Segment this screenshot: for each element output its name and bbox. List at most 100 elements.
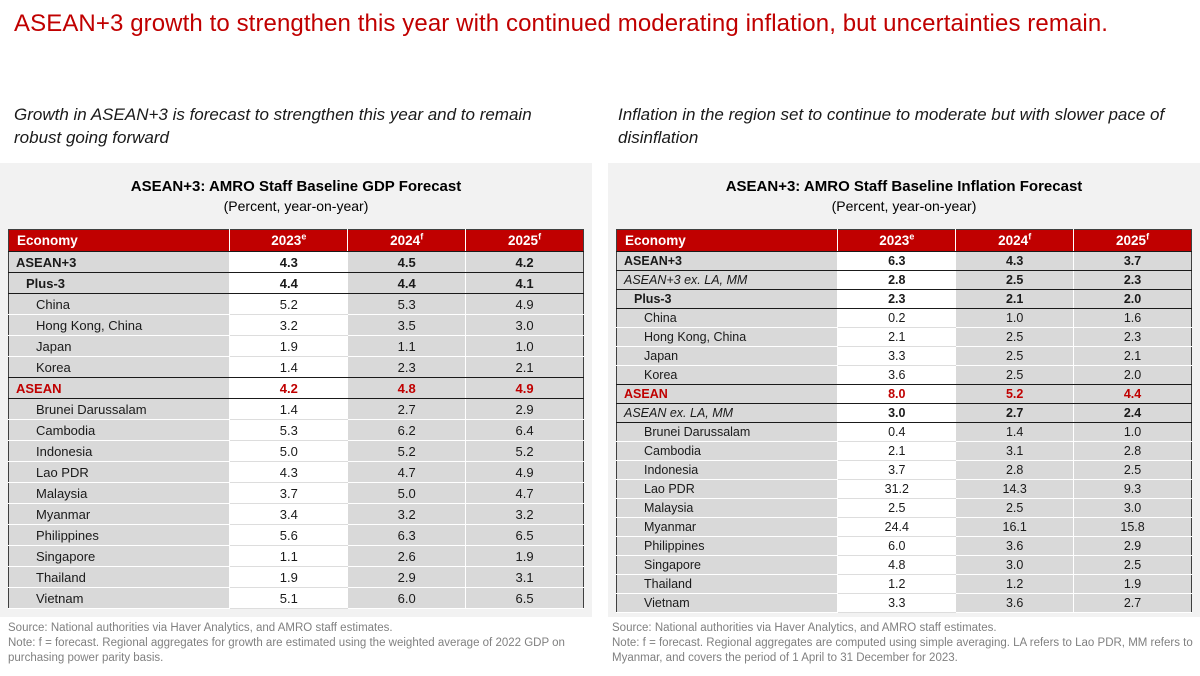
value-cell: 6.2 [347, 419, 466, 441]
economy-cell: Brunei Darussalam [8, 398, 230, 420]
value-cell: 3.0 [1073, 498, 1192, 518]
value-cell: 1.2 [837, 574, 956, 594]
value-cell: 2.9 [347, 566, 466, 588]
table-row: Philippines 6.0 3.6 2.9 [616, 536, 1192, 556]
value-cell: 2.6 [347, 545, 466, 567]
year-superscript: e [909, 231, 915, 242]
inflation-note-line: Note: f = forecast. Regional aggregates … [612, 637, 1193, 664]
value-cell: 4.4 [347, 272, 466, 294]
value-cell: 4.9 [465, 293, 584, 315]
value-cell: 2.0 [1073, 365, 1192, 385]
value-cell: 4.9 [465, 461, 584, 483]
economy-cell: Korea [616, 365, 838, 385]
table-row: Myanmar 3.4 3.2 3.2 [8, 503, 584, 525]
table-header-row: Economy 2023e 2024f 2025f [8, 229, 584, 252]
value-cell: 5.2 [347, 440, 466, 462]
value-cell: 5.3 [347, 293, 466, 315]
value-cell: 6.3 [837, 251, 956, 271]
value-cell: 31.2 [837, 479, 956, 499]
value-cell: 2.3 [1073, 270, 1192, 290]
inflation-subtitle: Inflation in the region set to continue … [618, 105, 1165, 147]
economy-cell: Cambodia [616, 441, 838, 461]
gdp-subtitle: Growth in ASEAN+3 is forecast to strengt… [14, 105, 532, 147]
economy-cell: Thailand [8, 566, 230, 588]
value-cell: 2.1 [955, 289, 1074, 309]
table-header-row: Economy 2023e 2024f 2025f [616, 229, 1192, 252]
table-row: Plus-3 2.3 2.1 2.0 [616, 289, 1192, 309]
value-cell: 14.3 [955, 479, 1074, 499]
economy-cell: ASEAN [616, 384, 838, 404]
value-cell: 2.4 [1073, 403, 1192, 423]
economy-cell: ASEAN [8, 377, 230, 399]
value-cell: 3.0 [837, 403, 956, 423]
economy-cell: Myanmar [8, 503, 230, 525]
economy-cell: Singapore [8, 545, 230, 567]
gdp-note-line: Note: f = forecast. Regional aggregates … [8, 637, 565, 664]
value-cell: 1.9 [1073, 574, 1192, 594]
value-cell: 2.7 [1073, 593, 1192, 613]
economy-cell: ASEAN ex. LA, MM [616, 403, 838, 423]
economy-cell: China [616, 308, 838, 328]
gdp-table-title: ASEAN+3: AMRO Staff Baseline GDP Forecas… [130, 178, 462, 195]
table-row: Cambodia 5.3 6.2 6.4 [8, 419, 584, 441]
value-cell: 4.7 [465, 482, 584, 504]
value-cell: 5.1 [229, 587, 348, 609]
table-row: Brunei Darussalam 0.4 1.4 1.0 [616, 422, 1192, 442]
value-cell: 6.4 [465, 419, 584, 441]
table-row: Japan 1.9 1.1 1.0 [8, 335, 584, 357]
table-row: Korea 3.6 2.5 2.0 [616, 365, 1192, 385]
value-cell: 1.4 [955, 422, 1074, 442]
table-row: Lao PDR 4.3 4.7 4.9 [8, 461, 584, 483]
value-cell: 5.6 [229, 524, 348, 546]
value-cell: 2.8 [837, 270, 956, 290]
value-cell: 4.9 [465, 377, 584, 399]
value-cell: 3.7 [1073, 251, 1192, 271]
value-cell: 2.1 [837, 441, 956, 461]
inflation-forecast-table: Economy 2023e 2024f 2025f ASEAN+3 6.3 4.3 3.7 AS… [616, 229, 1192, 613]
value-cell: 0.4 [837, 422, 956, 442]
year-superscript: f [538, 231, 542, 242]
value-cell: 2.5 [955, 327, 1074, 347]
economy-cell: Myanmar [616, 517, 838, 537]
value-cell: 3.7 [837, 460, 956, 480]
economy-column-header: Economy [8, 229, 230, 252]
economy-cell: Cambodia [8, 419, 230, 441]
economy-cell: China [8, 293, 230, 315]
value-cell: 4.3 [229, 251, 348, 273]
value-cell: 2.5 [955, 365, 1074, 385]
economy-column-header: Economy [616, 229, 838, 252]
table-row: Hong Kong, China 2.1 2.5 2.3 [616, 327, 1192, 347]
gdp-forecast-panel: ASEAN+3: AMRO Staff Baseline GDP Forecas… [0, 163, 592, 617]
table-row: Indonesia 3.7 2.8 2.5 [616, 460, 1192, 480]
table-row: ASEAN+3 ex. LA, MM 2.8 2.5 2.3 [616, 270, 1192, 290]
table-row: China 5.2 5.3 4.9 [8, 293, 584, 315]
value-cell: 1.1 [229, 545, 348, 567]
value-cell: 5.2 [229, 293, 348, 315]
year-superscript: f [1146, 231, 1150, 242]
value-cell: 1.9 [229, 335, 348, 357]
economy-cell: Brunei Darussalam [616, 422, 838, 442]
economy-cell: Singapore [616, 555, 838, 575]
value-cell: 2.5 [837, 498, 956, 518]
value-cell: 2.3 [1073, 327, 1192, 347]
value-cell: 5.0 [347, 482, 466, 504]
economy-cell: Thailand [616, 574, 838, 594]
page-title: ASEAN+3 growth to strengthen this year w… [14, 10, 1109, 37]
value-cell: 2.5 [1073, 555, 1192, 575]
value-cell: 0.2 [837, 308, 956, 328]
table-row: Japan 3.3 2.5 2.1 [616, 346, 1192, 366]
value-cell: 3.1 [465, 566, 584, 588]
value-cell: 1.0 [1073, 422, 1192, 442]
value-cell: 2.9 [465, 398, 584, 420]
value-cell: 15.8 [1073, 517, 1192, 537]
table-row: Cambodia 2.1 3.1 2.8 [616, 441, 1192, 461]
value-cell: 2.8 [1073, 441, 1192, 461]
value-cell: 3.2 [465, 503, 584, 525]
value-cell: 2.5 [1073, 460, 1192, 480]
value-cell: 2.1 [837, 327, 956, 347]
value-cell: 4.1 [465, 272, 584, 294]
value-cell: 5.2 [955, 384, 1074, 404]
value-cell: 4.7 [347, 461, 466, 483]
inflation-table-title: ASEAN+3: AMRO Staff Baseline Inflation F… [725, 178, 1083, 195]
